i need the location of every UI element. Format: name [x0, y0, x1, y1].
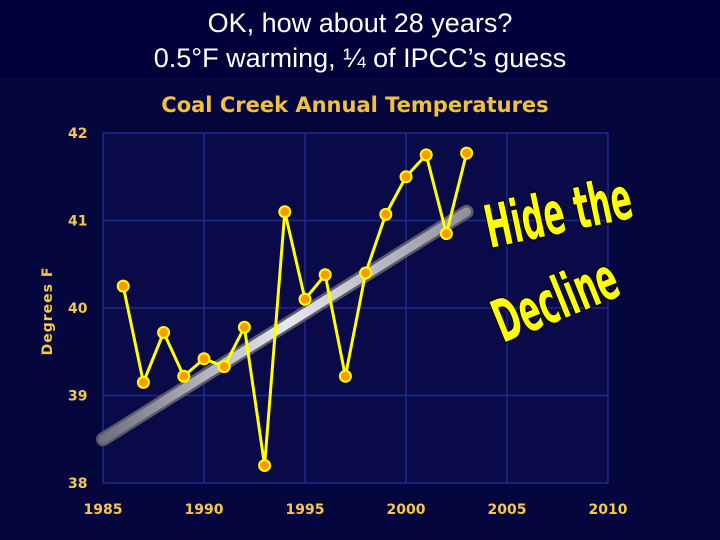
tick-labels: 38 39 40 41 42 1985 1990 1995 2000 2005 2010: [68, 126, 628, 518]
x-tick-label: 1990: [185, 502, 224, 518]
data-point: [318, 268, 332, 282]
data-point: [439, 227, 453, 241]
data-point: [116, 279, 130, 293]
y-axis-label: Degrees F: [40, 267, 56, 356]
data-point: [399, 170, 413, 184]
x-tick-label: 2000: [387, 502, 426, 518]
data-point: [419, 148, 433, 162]
slide-title: OK, how about 28 years? 0.5°F warming, ¼…: [0, 6, 720, 76]
data-point: [278, 205, 292, 219]
slide-title-line1: OK, how about 28 years?: [207, 8, 513, 38]
chart-title: Coal Creek Annual Temperatures: [161, 93, 548, 117]
y-tick-label: 39: [68, 389, 87, 405]
y-tick-label: 40: [68, 301, 88, 317]
data-point: [136, 375, 150, 389]
data-points: [116, 146, 474, 472]
y-tick-label: 38: [68, 476, 87, 492]
trend-line: [98, 207, 472, 444]
data-point: [177, 369, 191, 383]
data-point: [197, 352, 211, 366]
trend-band: [96, 204, 474, 447]
x-tick-label: 1985: [84, 502, 123, 518]
temperature-chart: 38 39 40 41 42 1985 1990 1995 2000 2005 2010 Coal …: [40, 93, 639, 518]
data-point: [157, 326, 171, 339]
x-tick-label: 2005: [488, 502, 527, 518]
data-point: [217, 360, 231, 374]
slide-title-line2: 0.5°F warming, ¼ of IPCC’s guess: [153, 43, 567, 73]
x-tick-label: 1995: [286, 502, 325, 518]
y-tick-label: 42: [68, 126, 87, 142]
chart-area: 38 39 40 41 42 1985 1990 1995 2000 2005 2010 Coal …: [0, 78, 720, 540]
data-point: [237, 320, 251, 334]
data-point: [460, 146, 474, 160]
data-point: [338, 369, 352, 383]
data-point: [298, 292, 312, 306]
data-point: [359, 266, 373, 280]
data-point: [379, 207, 393, 221]
data-point: [258, 459, 272, 472]
gridlines: [102, 132, 609, 484]
x-tick-label: 2010: [589, 502, 628, 518]
y-tick-label: 41: [68, 214, 87, 230]
